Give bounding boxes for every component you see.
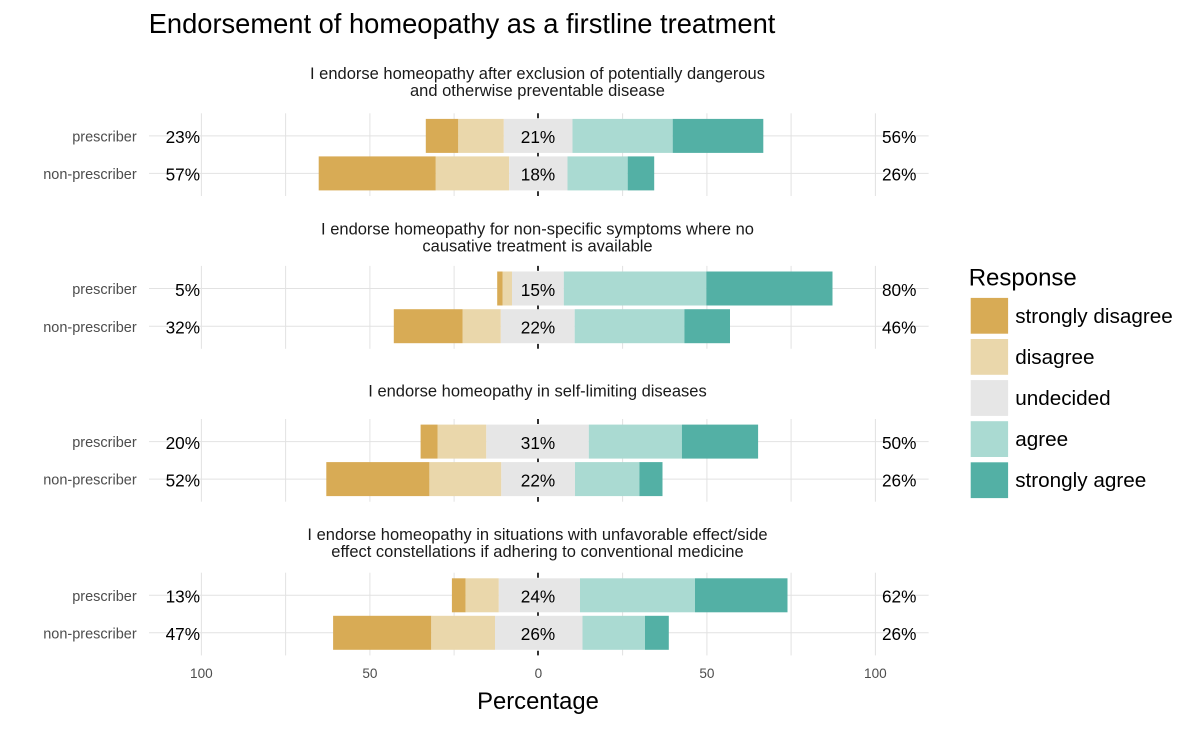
svg-text:prescriber: prescriber <box>72 130 137 146</box>
svg-text:50: 50 <box>699 666 715 681</box>
svg-text:5%: 5% <box>175 280 200 300</box>
svg-text:26%: 26% <box>882 470 916 490</box>
svg-text:strongly disagree: strongly disagree <box>1015 305 1173 328</box>
svg-text:agree: agree <box>1015 428 1068 451</box>
svg-text:non-prescriber: non-prescriber <box>43 473 137 489</box>
svg-text:24%: 24% <box>521 587 555 607</box>
svg-text:prescriber: prescriber <box>72 282 137 298</box>
svg-text:52%: 52% <box>166 470 200 490</box>
svg-text:20%: 20% <box>166 433 200 453</box>
svg-text:47%: 47% <box>166 624 200 644</box>
svg-text:Response: Response <box>969 264 1077 291</box>
svg-text:26%: 26% <box>521 624 555 644</box>
svg-text:26%: 26% <box>882 624 916 644</box>
svg-text:Endorsement of homeopathy as a: Endorsement of homeopathy as a firstline… <box>149 8 776 39</box>
svg-text:18%: 18% <box>521 165 555 185</box>
svg-text:31%: 31% <box>521 433 555 453</box>
svg-text:32%: 32% <box>166 318 200 338</box>
svg-text:prescriber: prescriber <box>72 435 137 451</box>
svg-text:62%: 62% <box>882 587 916 607</box>
svg-text:undecided: undecided <box>1015 387 1110 410</box>
svg-text:causative treatment is availab: causative treatment is available <box>422 237 652 255</box>
svg-text:100: 100 <box>864 666 887 681</box>
svg-text:I endorse homeopathy for non-s: I endorse homeopathy for non-specific sy… <box>321 220 754 238</box>
svg-text:80%: 80% <box>882 280 916 300</box>
svg-text:13%: 13% <box>166 587 200 607</box>
svg-text:non-prescriber: non-prescriber <box>43 167 137 183</box>
svg-text:strongly agree: strongly agree <box>1015 469 1146 492</box>
svg-text:26%: 26% <box>882 165 916 185</box>
svg-text:Percentage: Percentage <box>477 688 599 715</box>
svg-text:effect constellations if adher: effect constellations if adhering to con… <box>331 543 743 561</box>
svg-text:22%: 22% <box>521 318 555 338</box>
svg-text:and otherwise preventable dise: and otherwise preventable disease <box>410 82 665 100</box>
svg-text:46%: 46% <box>882 318 916 338</box>
svg-text:I endorse homeopathy in self-l: I endorse homeopathy in self-limiting di… <box>368 382 706 400</box>
svg-text:I endorse homeopathy in situat: I endorse homeopathy in situations with … <box>307 526 767 544</box>
svg-text:22%: 22% <box>521 470 555 490</box>
svg-text:56%: 56% <box>882 127 916 147</box>
svg-text:57%: 57% <box>166 165 200 185</box>
svg-text:21%: 21% <box>521 127 555 147</box>
svg-text:0: 0 <box>535 666 543 681</box>
svg-text:I endorse homeopathy after exc: I endorse homeopathy after exclusion of … <box>310 65 765 83</box>
svg-text:non-prescriber: non-prescriber <box>43 320 137 336</box>
svg-text:15%: 15% <box>521 280 555 300</box>
svg-text:non-prescriber: non-prescriber <box>43 626 137 642</box>
svg-text:100: 100 <box>190 666 213 681</box>
svg-text:50: 50 <box>362 666 378 681</box>
svg-text:50%: 50% <box>882 433 916 453</box>
svg-text:prescriber: prescriber <box>72 589 137 605</box>
svg-text:23%: 23% <box>166 127 200 147</box>
svg-text:disagree: disagree <box>1015 346 1094 369</box>
